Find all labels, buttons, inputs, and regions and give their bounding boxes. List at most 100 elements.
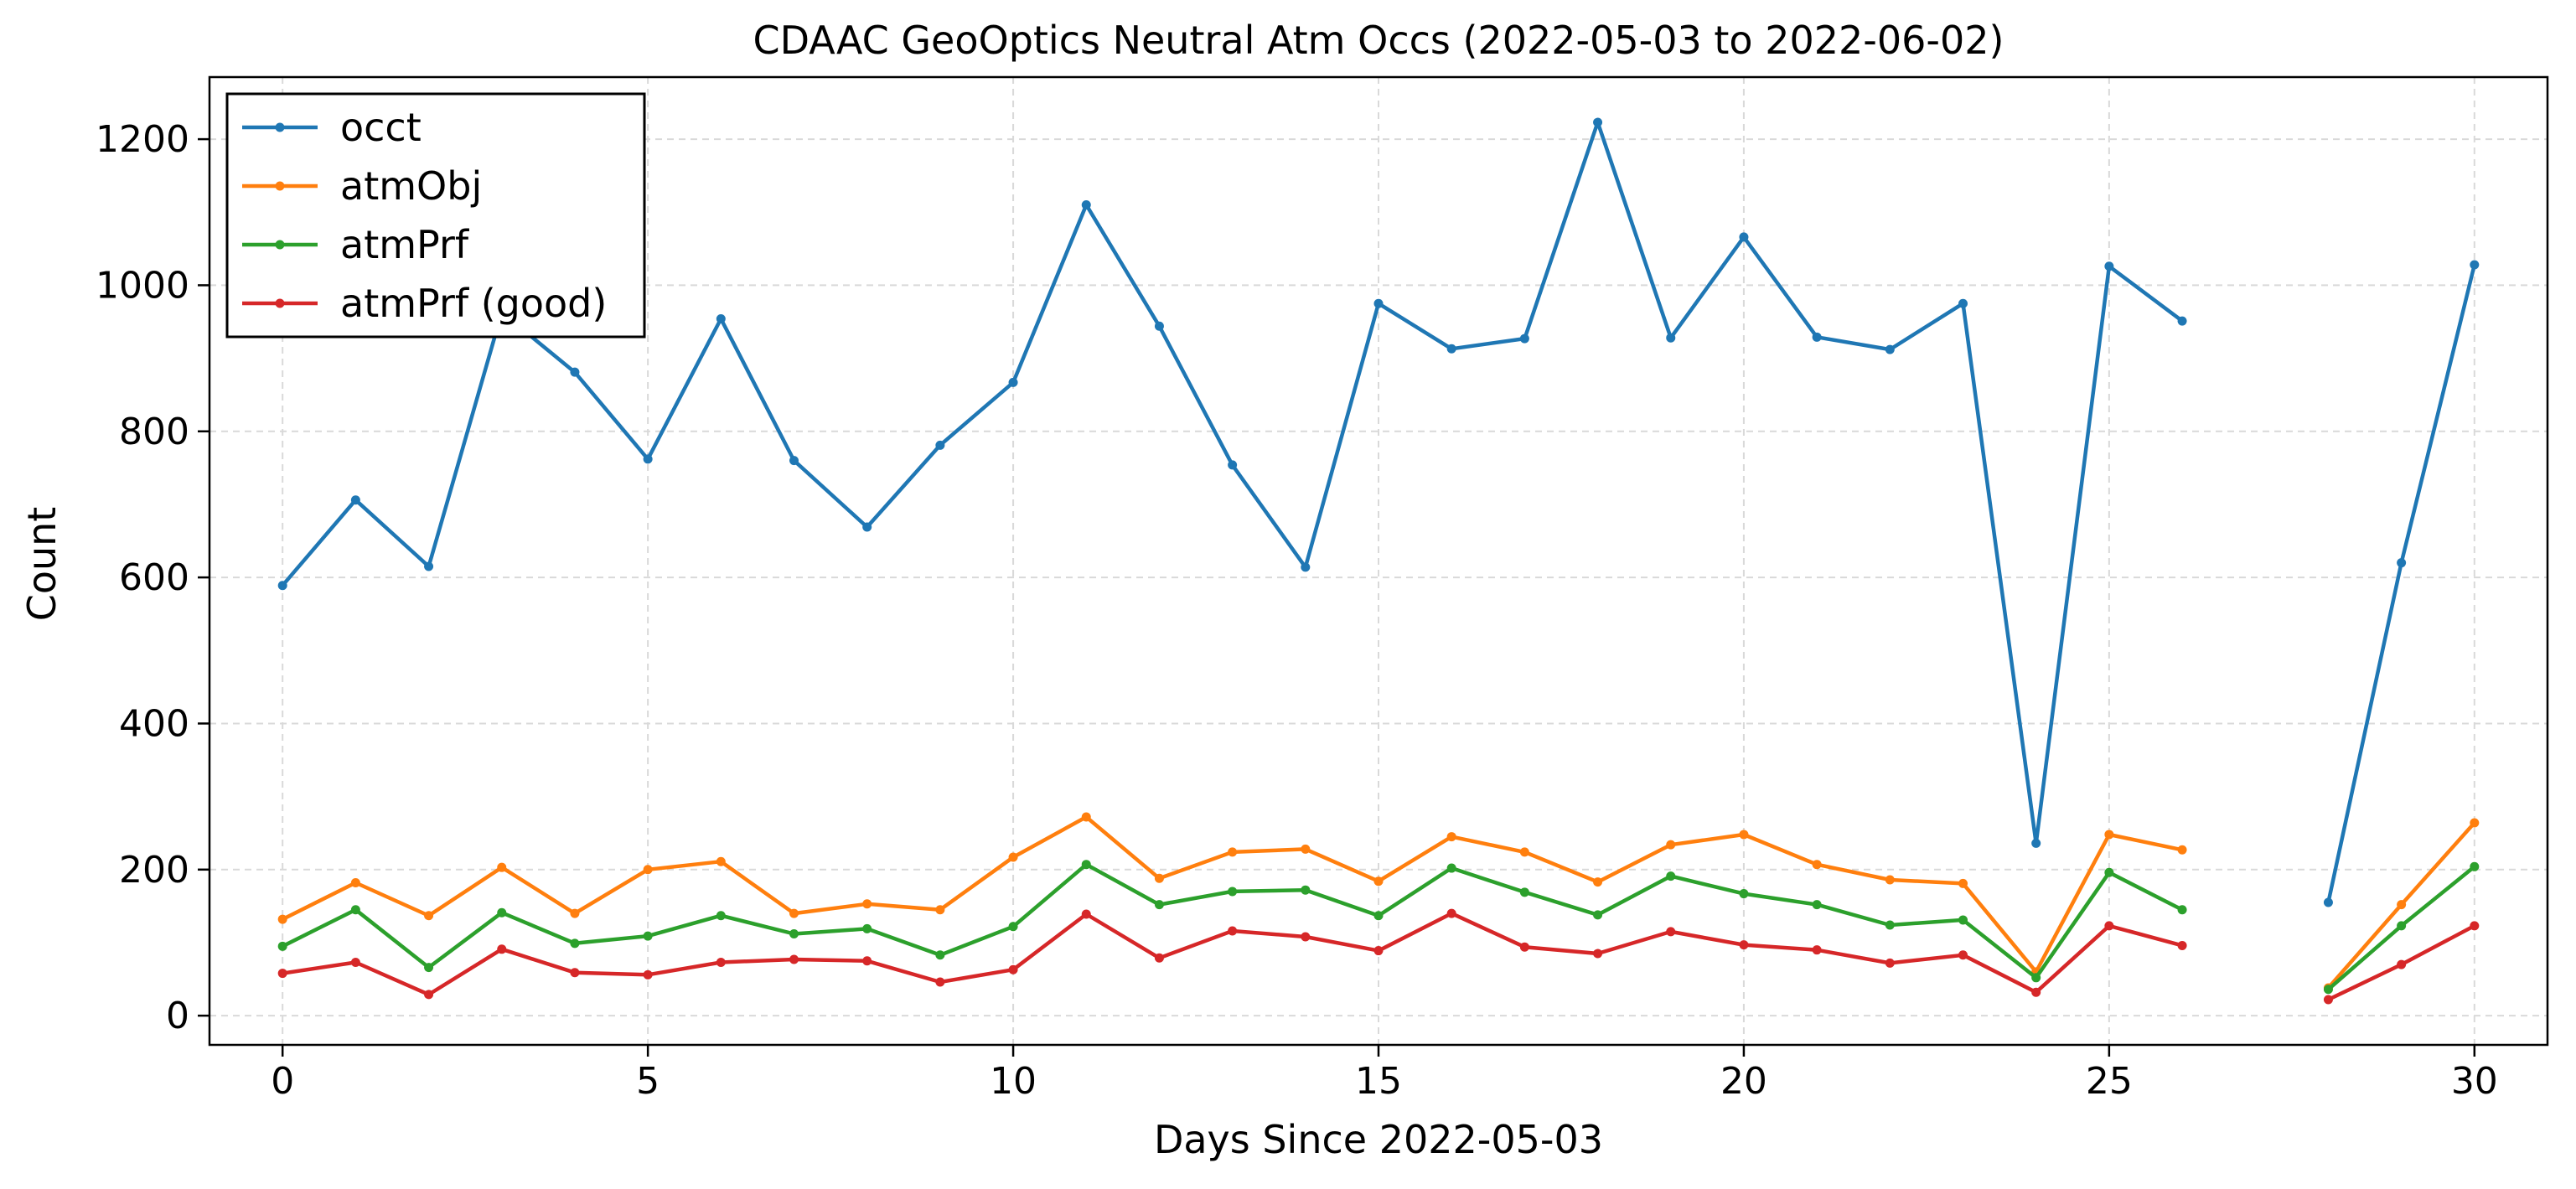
data-point — [2397, 921, 2407, 931]
data-point — [1301, 844, 1311, 854]
y-tick-label: 1200 — [96, 118, 189, 161]
data-point — [716, 957, 726, 967]
series-occt — [277, 117, 2480, 907]
data-point — [1519, 942, 1529, 952]
data-point — [1593, 877, 1603, 887]
data-point — [1154, 873, 1164, 883]
series-atmprf-good- — [277, 908, 2480, 1005]
y-tick-label: 0 — [166, 995, 189, 1037]
x-tick-label: 25 — [2086, 1060, 2133, 1103]
data-point — [716, 314, 726, 324]
data-point — [1008, 964, 1018, 974]
data-point — [350, 905, 360, 915]
data-point — [350, 957, 360, 967]
data-point — [1812, 332, 1822, 342]
data-point — [1228, 460, 1238, 470]
data-point — [935, 950, 945, 960]
data-point — [935, 905, 945, 915]
data-point — [2470, 260, 2480, 270]
data-point — [570, 367, 580, 377]
data-point — [424, 561, 434, 571]
data-point — [2470, 861, 2480, 871]
y-tick-label: 800 — [119, 411, 189, 453]
data-point — [1301, 562, 1311, 572]
data-point — [1812, 900, 1822, 910]
x-tick-label: 20 — [1720, 1060, 1767, 1103]
data-point — [862, 923, 872, 933]
data-point — [1446, 863, 1456, 873]
data-point — [1446, 908, 1456, 918]
y-tick-label: 200 — [119, 849, 189, 892]
data-point — [2104, 261, 2114, 271]
data-point — [1958, 878, 1968, 888]
data-point — [1739, 232, 1749, 242]
data-point — [1081, 860, 1091, 870]
data-point — [1666, 927, 1676, 937]
data-point — [1228, 887, 1238, 897]
x-tick-label: 5 — [636, 1060, 660, 1103]
data-point — [2397, 959, 2407, 969]
legend-item: atmPrf (good) — [242, 281, 607, 326]
x-tick-label: 15 — [1355, 1060, 1402, 1103]
data-point — [350, 877, 360, 887]
data-point — [1666, 840, 1676, 850]
data-point — [1885, 344, 1895, 354]
data-point — [1373, 911, 1384, 921]
y-tick-label: 400 — [119, 702, 189, 745]
data-point — [277, 581, 287, 591]
data-point — [424, 990, 434, 1000]
y-tick-label: 1000 — [96, 264, 189, 307]
data-point — [1885, 920, 1895, 930]
data-point — [1958, 950, 1968, 960]
data-point — [2104, 830, 2114, 840]
data-point — [1373, 298, 1384, 308]
data-point — [935, 977, 945, 987]
data-point — [2104, 867, 2114, 877]
data-point — [1228, 926, 1238, 936]
data-point — [1373, 946, 1384, 956]
y-tick-label: 600 — [119, 556, 189, 599]
data-point — [643, 865, 653, 875]
data-point — [497, 907, 507, 918]
data-point — [570, 968, 580, 978]
legend-box — [225, 92, 646, 339]
data-point — [935, 440, 945, 450]
data-point — [2470, 921, 2480, 931]
data-point — [1519, 847, 1529, 857]
data-point — [862, 956, 872, 966]
data-point — [1958, 298, 1968, 308]
data-point — [424, 963, 434, 973]
data-point — [1519, 887, 1529, 897]
data-point — [1081, 200, 1091, 210]
legend-label: atmPrf — [340, 222, 470, 267]
data-point — [1593, 117, 1603, 127]
data-point — [1739, 889, 1749, 899]
data-point — [1519, 333, 1529, 344]
data-point — [1228, 847, 1238, 857]
data-point — [2323, 995, 2333, 1005]
data-point — [1154, 953, 1164, 963]
data-point — [2397, 558, 2407, 568]
data-point — [277, 941, 287, 951]
data-point — [1885, 875, 1895, 885]
data-point — [643, 931, 653, 941]
data-point — [1446, 832, 1456, 842]
data-point — [1446, 344, 1456, 354]
data-point — [2397, 900, 2407, 910]
series-lines — [277, 117, 2480, 1005]
data-point — [424, 911, 434, 921]
x-tick-label: 0 — [271, 1060, 294, 1103]
data-point — [1081, 909, 1091, 919]
axes: 0 5 10 15 20 25 30 0 200 400 600 800 1000 1200 — [96, 75, 2549, 1103]
data-point — [1008, 922, 1018, 932]
data-point — [1885, 958, 1895, 968]
data-point — [2177, 316, 2187, 326]
data-point — [789, 908, 799, 918]
legend-marker — [275, 298, 285, 308]
data-point — [2470, 818, 2480, 828]
data-point — [1008, 852, 1018, 862]
data-point — [643, 454, 653, 464]
data-point — [789, 929, 799, 939]
